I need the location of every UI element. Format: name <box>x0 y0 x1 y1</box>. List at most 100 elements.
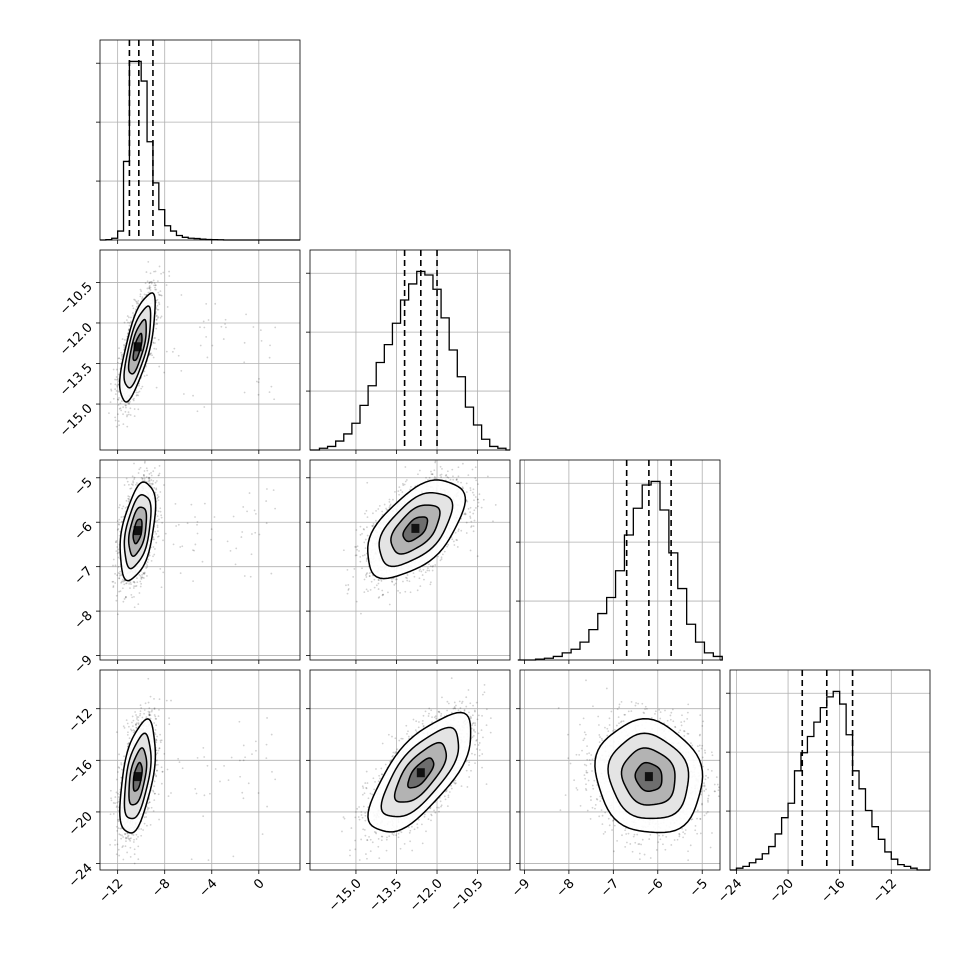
sample-point <box>196 523 198 526</box>
sample-point <box>373 586 376 589</box>
sample-point <box>139 580 142 583</box>
sample-point <box>254 512 257 515</box>
sample-point <box>366 516 369 518</box>
sample-point <box>145 293 147 296</box>
sample-point <box>453 451 455 453</box>
sample-point <box>147 291 150 294</box>
sample-point <box>150 352 153 355</box>
sample-point <box>118 574 121 577</box>
sample-point <box>477 505 479 508</box>
sample-point <box>152 470 155 473</box>
sample-point <box>248 492 251 494</box>
sample-point <box>127 413 130 416</box>
sample-point <box>154 286 156 289</box>
sample-point <box>152 341 154 344</box>
sample-point <box>214 302 217 305</box>
sample-point <box>143 479 146 482</box>
sample-point <box>123 344 126 347</box>
sample-point <box>472 453 474 455</box>
sample-point <box>137 391 139 394</box>
sample-point <box>118 590 121 593</box>
sample-point <box>133 581 136 583</box>
sample-point <box>469 489 472 492</box>
contour-line <box>127 506 148 558</box>
sample-point <box>114 572 116 575</box>
sample-point <box>456 539 459 542</box>
sample-point <box>368 575 371 577</box>
sample-point <box>117 403 120 406</box>
sample-point <box>128 321 131 324</box>
sample-point <box>148 353 151 356</box>
sample-point <box>116 546 119 548</box>
sample-point <box>196 410 199 413</box>
sample-point <box>210 538 212 541</box>
sample-point <box>383 503 386 506</box>
sample-point <box>133 408 136 410</box>
sample-point <box>151 482 154 485</box>
sample-point <box>148 473 151 475</box>
sample-point <box>199 344 202 347</box>
sample-point <box>118 397 120 399</box>
sample-point <box>196 532 199 535</box>
sample-point <box>156 308 159 311</box>
sample-point <box>124 596 127 598</box>
sample-point <box>136 581 139 584</box>
sample-point <box>156 519 159 522</box>
sample-point <box>179 546 182 548</box>
sample-point <box>254 531 257 534</box>
sample-point <box>124 410 127 413</box>
sample-point <box>155 488 158 491</box>
sample-point <box>356 548 358 551</box>
sample-point <box>155 318 158 321</box>
sample-point <box>126 415 128 418</box>
sample-point <box>123 583 126 586</box>
sample-point <box>157 499 160 502</box>
sample-point <box>150 471 152 474</box>
sample-point <box>143 572 146 575</box>
sample-point <box>365 558 368 561</box>
sample-point <box>141 296 144 299</box>
sample-point <box>180 294 183 296</box>
sample-point <box>152 356 155 359</box>
sample-point <box>251 533 253 535</box>
sample-point <box>126 414 129 416</box>
sample-point <box>368 572 371 575</box>
sample-point <box>125 477 128 480</box>
sample-point <box>115 599 118 602</box>
sample-point <box>154 270 157 273</box>
contour-line <box>118 292 156 403</box>
sample-point <box>391 581 394 583</box>
sample-point <box>210 528 213 531</box>
sample-point <box>117 390 120 393</box>
sample-point <box>123 339 126 341</box>
sample-point <box>148 482 151 485</box>
sample-point <box>257 393 260 396</box>
sample-point <box>365 573 368 575</box>
sample-point <box>366 572 369 574</box>
sample-point <box>123 579 126 582</box>
sample-point <box>381 594 384 597</box>
sample-point <box>153 487 156 489</box>
sample-point <box>114 416 117 419</box>
sample-point <box>154 337 157 339</box>
sample-point <box>154 481 157 484</box>
sample-point <box>255 380 258 383</box>
sample-point <box>118 407 121 410</box>
sample-point <box>410 485 412 488</box>
sample-point <box>128 316 130 319</box>
sample-point <box>120 516 123 518</box>
sample-point <box>274 326 277 329</box>
sample-point <box>143 475 145 477</box>
sample-point <box>396 578 398 581</box>
sample-point <box>153 553 156 556</box>
sample-point <box>268 356 271 359</box>
sample-point <box>140 582 143 585</box>
sample-point <box>469 549 472 552</box>
sample-point <box>432 565 434 567</box>
sample-point <box>150 280 153 283</box>
sample-point <box>147 480 150 483</box>
sample-point <box>388 498 391 501</box>
sample-point <box>118 577 121 580</box>
sample-point <box>146 575 148 577</box>
corner-plot-root: −24 −20 −16 −12−15.0−13.5−12.0−10.5−9−8−7−6… <box>57 39 931 915</box>
